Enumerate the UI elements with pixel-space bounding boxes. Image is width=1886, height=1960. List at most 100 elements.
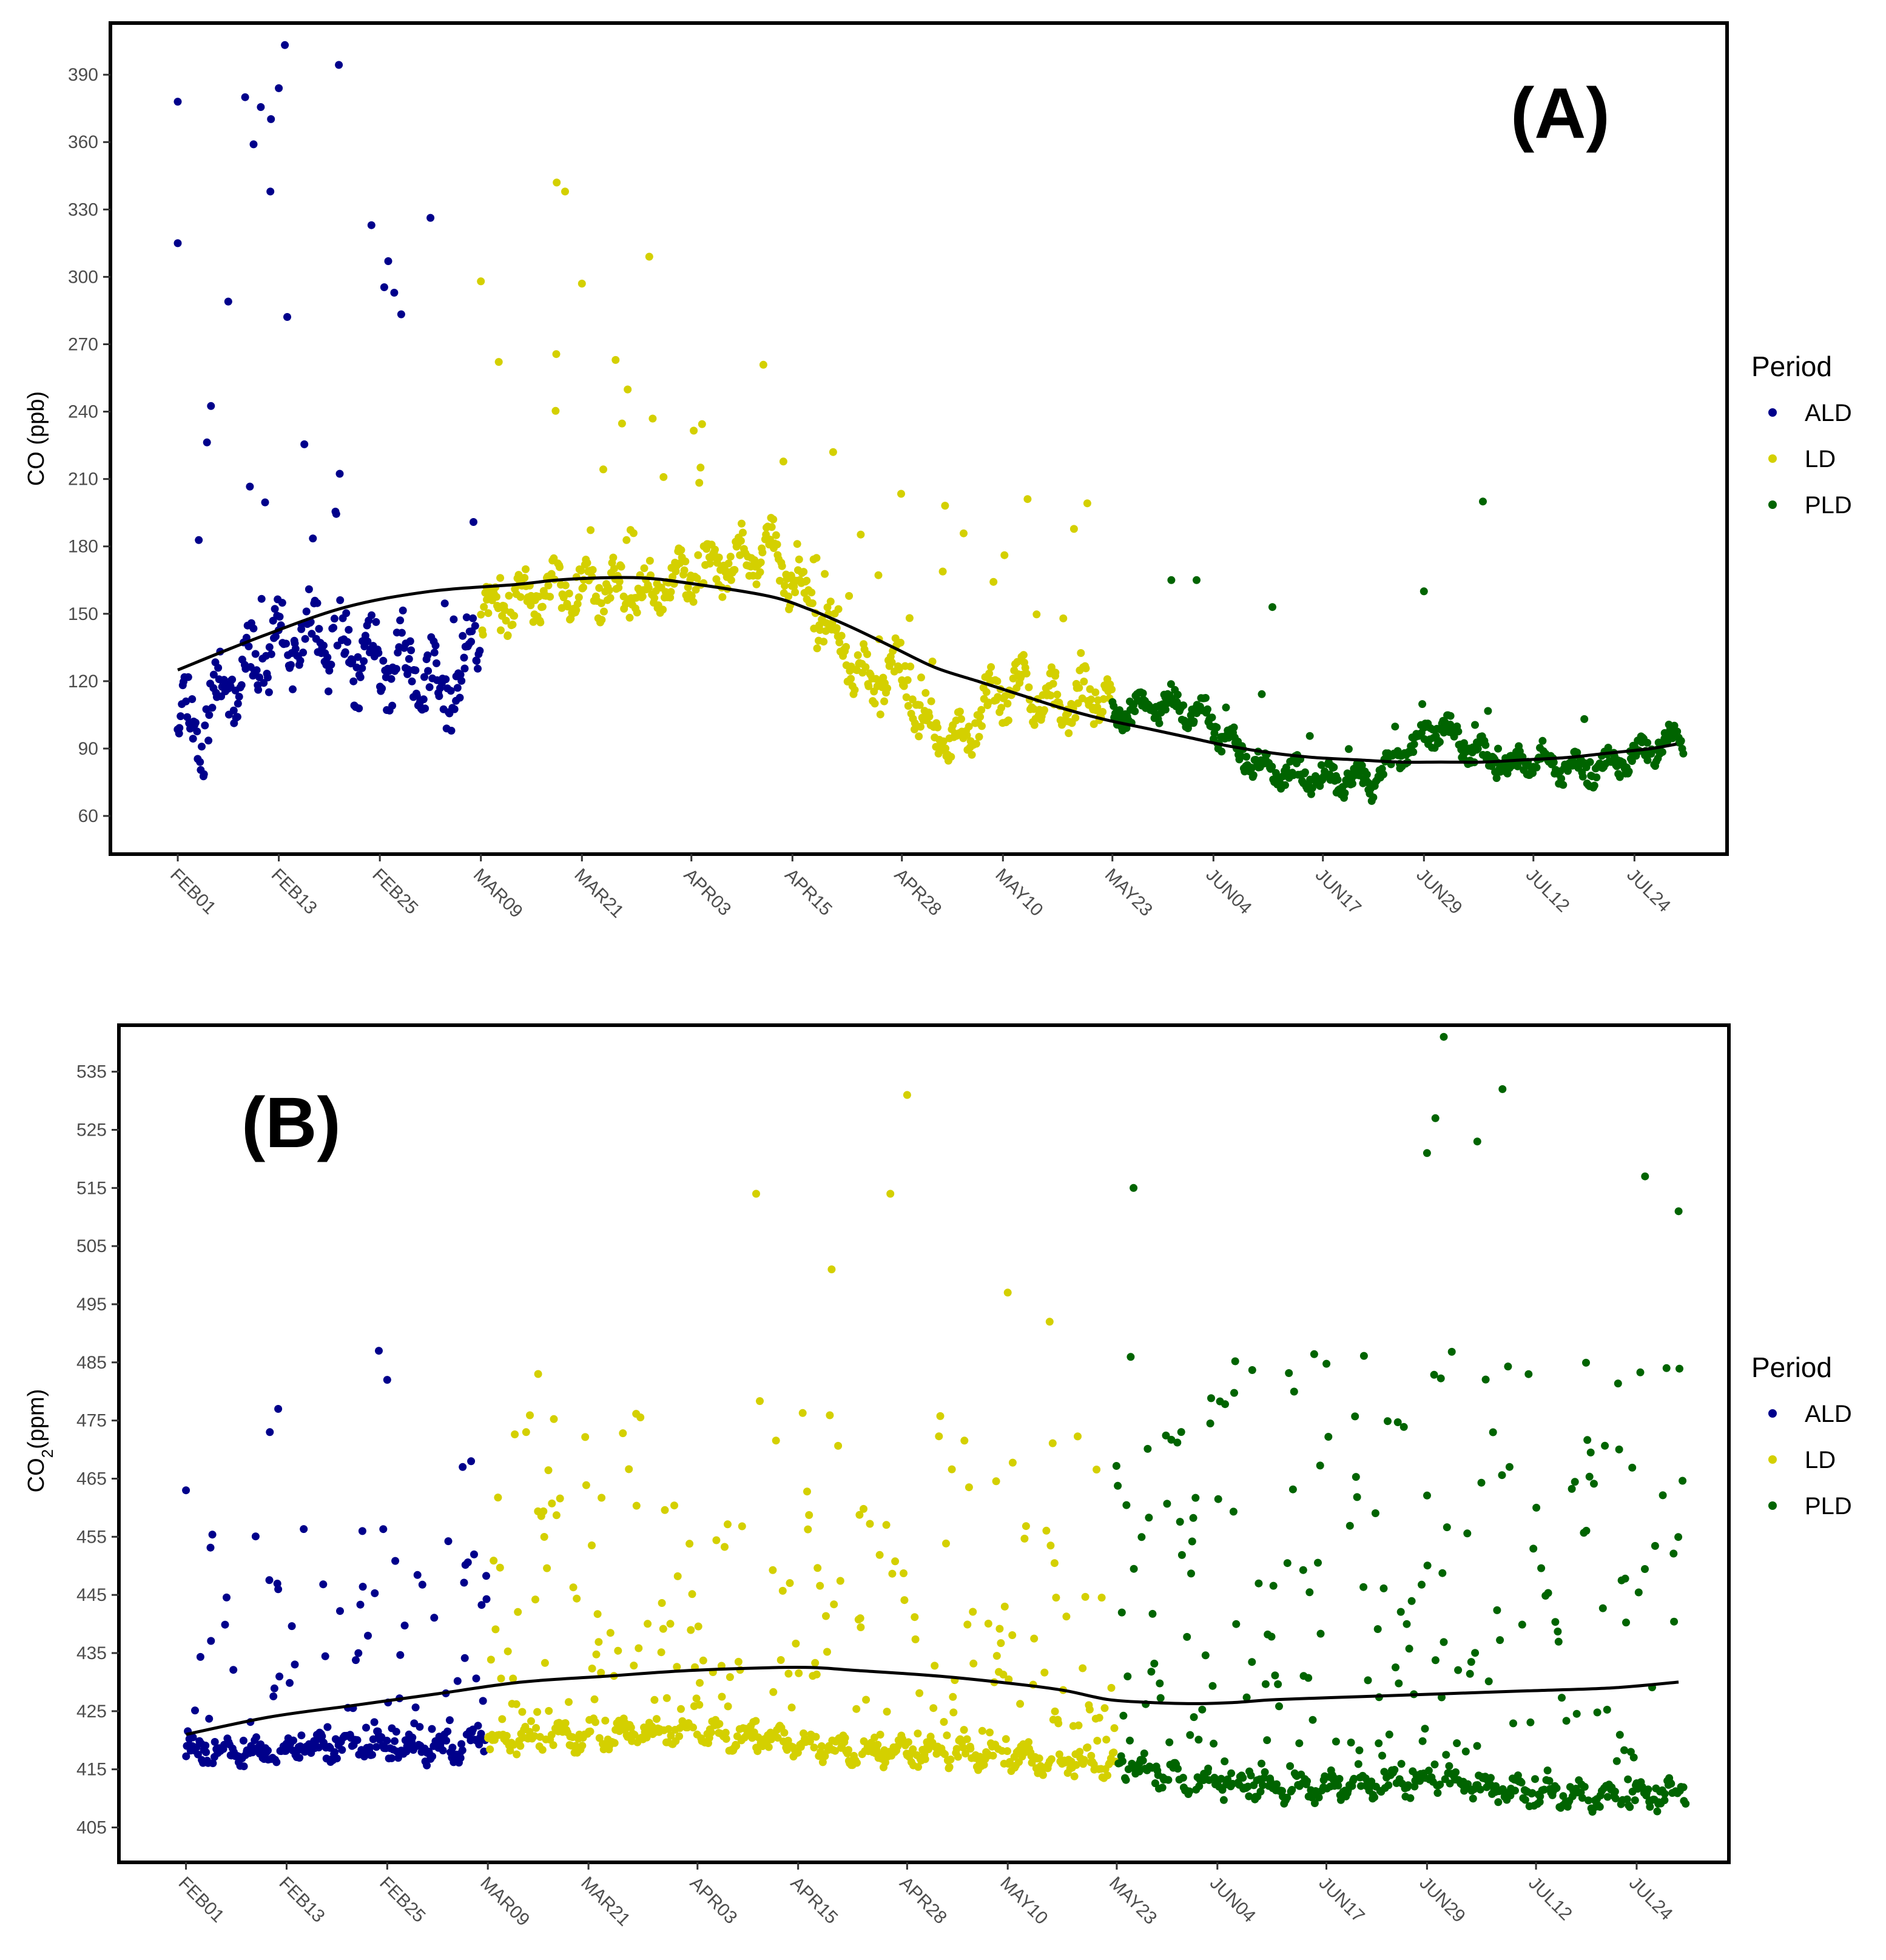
panel-b-point-ld [1006,1758,1014,1766]
panel-b-point-pld [1517,1779,1526,1787]
panel-b-point-ld-outlier [1003,1288,1012,1297]
panel-a-point-ld [706,559,714,568]
panel-b-point-pld [1529,1544,1538,1553]
panel-b-point-ld [853,1759,861,1767]
panel-b-point-ald [191,1706,199,1715]
panel-a-point-ald [396,616,405,625]
panel-b-point-ld [960,1436,969,1445]
panel-a-point-pld [1538,736,1547,745]
panel-a-x-tick-label: FEB25 [368,865,422,918]
panel-a-point-ald [282,639,290,648]
panel-b-point-pld [1583,1436,1592,1444]
panel-b-point-pld [1242,1693,1251,1702]
panel-a-point-ld [650,594,659,602]
panel-b-point-ald [370,1718,379,1726]
panel-a-point-pld [1446,712,1455,720]
panel-a-point-ld [934,723,941,732]
panel-a-point-ald [249,624,258,633]
panel-b-point-pld [1611,1794,1620,1803]
panel-a-legend-item-ald: ALD [1768,400,1852,426]
panel-b-point-ld [891,1557,900,1566]
panel-a-point-ld [1000,551,1009,559]
panel-b-point-ld [786,1579,794,1588]
panel-a-point-ld [826,598,835,606]
panel-b-point-pld [1469,1794,1477,1803]
panel-a-point-ld [739,528,747,537]
panel-b-point-ld [677,1705,685,1713]
panel-a-point-ald [467,638,476,646]
panel-b-point-ld [1107,1683,1116,1692]
panel-b-point-ald [252,1733,260,1742]
panel-b-point-pld [1248,1366,1256,1374]
panel-a-point-ld [993,677,1002,685]
panel-b-point-ld [769,1688,778,1696]
panel-b-point-pld [1375,1739,1383,1748]
panel-a-point-ld [807,588,816,597]
panel-b-point-ald [442,1736,451,1745]
panel-a-point-ald [424,667,433,675]
panel-a-point-ld [1025,683,1033,692]
panel-b-point-pld [1418,1580,1426,1589]
panel-a-point-ld [1099,695,1108,703]
panel-b-point-pld [1259,1781,1267,1790]
panel-b-point-ld [999,1671,1008,1679]
panel-b-point-ld [935,1432,943,1441]
panel-b-point-ld [642,1733,651,1742]
panel-b-y-axis-title-subscript: 2 [38,1449,56,1458]
panel-a-point-ald [435,692,443,700]
panel-b-point-ld [687,1626,695,1634]
panel-b-point-ald [458,1746,466,1754]
panel-b-point-ld [942,1539,950,1547]
panel-b-point-pld [1290,1387,1298,1396]
panel-a-point-ld [972,739,980,748]
panel-a-y-tick-label: 150 [68,604,98,624]
panel-a-point-ld [829,448,837,456]
panel-b-point-ld [984,1620,992,1628]
panel-b-point-ld [538,1746,547,1754]
panel-b-point-ld [591,1718,599,1726]
panel-b-point-pld [1158,1783,1167,1792]
panel-a-point-ald [411,666,420,675]
panel-b-point-ld [1074,1721,1083,1729]
panel-a-point-pld [1268,763,1276,771]
panel-a-point-ld [1040,706,1048,714]
panel-a-point-pld [1349,780,1356,788]
panel-b-point-ald [439,1746,447,1754]
panel-a-y-tick-label: 390 [68,65,98,85]
panel-a-legend-title: Period [1751,351,1832,382]
panel-b-point-ld [778,1586,787,1595]
panel-b-point-ld [823,1648,831,1656]
panel-b-point-ld [1074,1432,1082,1441]
panel-a-point-pld [1258,690,1266,698]
panel-a-point-ald [233,713,241,721]
panel-a-point-ld [1059,614,1068,622]
panel-a-point-ld [905,614,914,622]
panel-b-point-ald [289,1736,297,1745]
panel-b-point-ld [533,1708,542,1716]
panel-b-point-ld [644,1620,652,1628]
panel-a-point-pld [1341,789,1349,797]
panel-b-point-ld [1093,1466,1101,1473]
panel-a-point-ld [536,618,545,627]
panel-b-point-ld [931,1662,939,1670]
panel-a-point-ld [695,479,704,487]
panel-b-point-ald [445,1716,454,1725]
panel-a-point-ld [544,581,553,590]
panel-a-point-ld [767,523,776,531]
panel-a-point-ld [800,568,808,576]
panel-b-point-pld [1518,1620,1526,1629]
panel-a-point-pld [1201,694,1210,702]
panel-b-point-pld [1453,1739,1461,1748]
panel-a-point-pld [1190,717,1198,726]
panel-b-point-pld [1335,1774,1344,1783]
panel-a-point-ald [336,596,345,604]
panel-a-point-ald [188,695,197,703]
panel-b-point-ald [428,1752,437,1760]
panel-b-point-ld [1083,1743,1092,1751]
panel-b-point-ald [291,1660,299,1669]
panel-b-point-ld [776,1656,785,1664]
panel-b-point-ld [1087,1751,1096,1760]
panel-a-point-ld [1080,678,1088,685]
panel-a-point-ld [976,713,985,721]
panel-a-point-ald [329,624,338,632]
